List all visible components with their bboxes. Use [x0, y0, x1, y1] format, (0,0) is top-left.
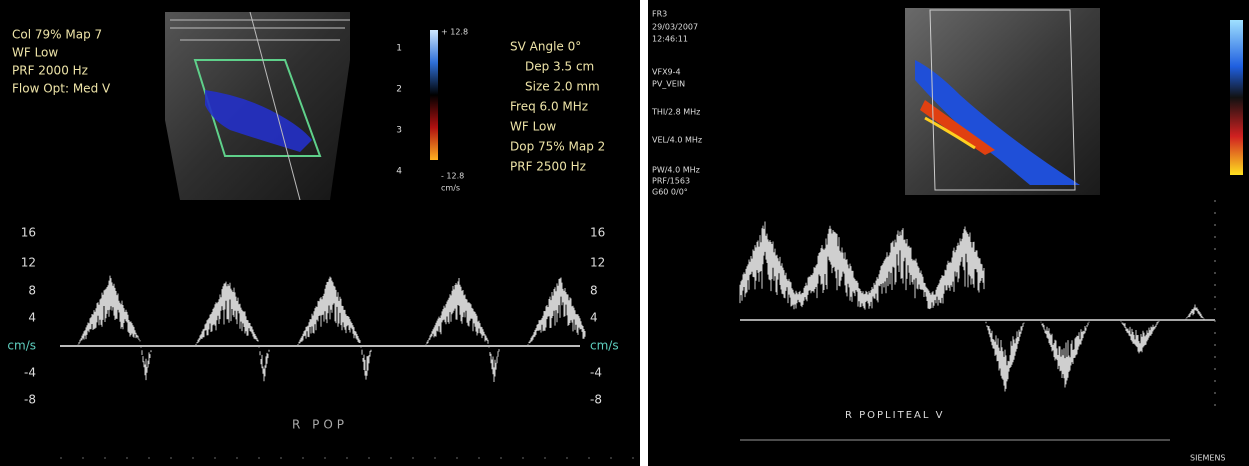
info: PRF/1563 — [652, 177, 690, 186]
color-bar-max: + 12.8 — [441, 28, 468, 37]
velocity-label: 16 — [590, 226, 605, 240]
velocity-label: -4 — [590, 366, 602, 380]
velocity-label: 12 — [590, 256, 605, 270]
info: G60 0/0° — [652, 188, 688, 197]
depth-label: 3 — [396, 126, 402, 136]
velocity-label: 4 — [590, 311, 598, 325]
depth-label: 1 — [396, 44, 402, 54]
setting: Col 79% Map 7 — [12, 28, 102, 42]
info: PV_VEIN — [652, 80, 685, 89]
doppler-setting: WF Low — [510, 120, 556, 134]
info: 29/03/2007 — [652, 23, 698, 32]
info: PW/4.0 MHz — [652, 166, 700, 175]
setting: WF Low — [12, 46, 58, 60]
page: Col 79% Map 7 WF Low PRF 2000 Hz Flow Opt: … — [0, 0, 1249, 466]
ultrasound-composite: Col 79% Map 7 WF Low PRF 2000 Hz Flow Opt: … — [0, 0, 1249, 466]
velocity-label: -4 — [24, 366, 36, 380]
velocity-label: 12 — [21, 256, 36, 270]
trace-label: R POPLITEAL V — [845, 410, 944, 421]
info: 12:46:11 — [652, 35, 688, 44]
velocity-label: 8 — [590, 284, 598, 298]
doppler-setting: Size 2.0 mm — [525, 80, 600, 94]
velocity-label: 8 — [28, 284, 36, 298]
doppler-setting: Dop 75% Map 2 — [510, 140, 605, 154]
velocity-label: 4 — [28, 311, 36, 325]
velocity-label: cm/s — [7, 339, 36, 353]
velocity-label: -8 — [24, 393, 36, 407]
doppler-setting: Dep 3.5 cm — [525, 60, 594, 74]
color-bar — [1230, 20, 1243, 175]
setting: Flow Opt: Med V — [12, 82, 111, 96]
velocity-label: cm/s — [590, 339, 619, 353]
color-bar-min: - 12.8 — [441, 172, 464, 181]
doppler-setting: Freq 6.0 MHz — [510, 100, 588, 114]
color-bar-unit: cm/s — [441, 184, 460, 193]
velocity-label: -8 — [590, 393, 602, 407]
info: VFX9-4 — [652, 68, 681, 77]
setting: PRF 2000 Hz — [12, 64, 88, 78]
doppler-setting: PRF 2500 Hz — [510, 160, 586, 174]
info: FR3 — [652, 10, 667, 19]
velocity-label: 16 — [21, 226, 36, 240]
trace-label: R POP — [292, 418, 348, 432]
depth-label: 4 — [396, 167, 402, 177]
info: THI/2.8 MHz — [651, 108, 700, 117]
depth-label: 2 — [396, 85, 402, 95]
brand: SIEMENS — [1190, 454, 1226, 463]
doppler-setting: SV Angle 0° — [510, 40, 581, 54]
info: VEL/4.0 MHz — [652, 136, 702, 145]
color-bar — [430, 30, 438, 160]
